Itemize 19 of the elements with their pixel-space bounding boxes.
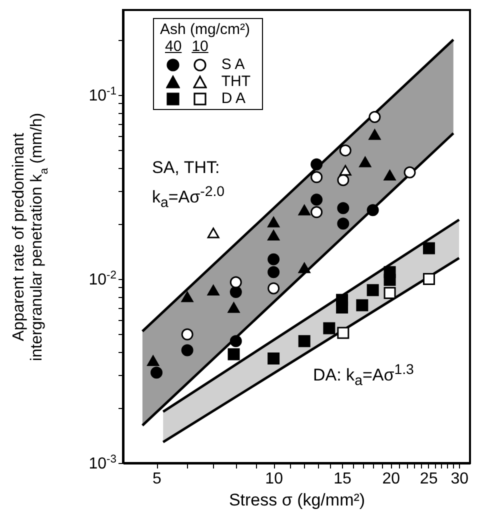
legend-title: Ash (mg/cm²) [160, 21, 251, 38]
annotation: k$_{a}$=Aσ$^{-2.0}$ [152, 184, 225, 212]
legend-label: S A [220, 56, 246, 73]
x-tick-label: 5 [152, 470, 162, 488]
x-tick-label: 10 [265, 470, 284, 488]
annotation: 40 [164, 38, 183, 56]
legend-label: THT [220, 72, 252, 90]
annotation: DA: k$_{a}$=Aσ$^{1.3}$ [313, 362, 414, 390]
y-tick-label: 10$^{-3}$ [88, 454, 116, 472]
legend-label: D A [220, 90, 247, 108]
x-axis-title: Stress σ (kg/mm²) [228, 490, 366, 510]
y-tick-label: 10$^{-1}$ [88, 86, 116, 105]
annotation: SA, THT: [152, 158, 220, 178]
x-tick-label: 15 [334, 470, 352, 488]
annotation: 10 [190, 38, 210, 56]
y-tick-label: 10$^{-2}$ [88, 270, 116, 289]
x-tick-label: 30 [450, 470, 469, 488]
x-tick-label: 20 [382, 470, 400, 488]
x-tick-label: 25 [420, 470, 438, 488]
